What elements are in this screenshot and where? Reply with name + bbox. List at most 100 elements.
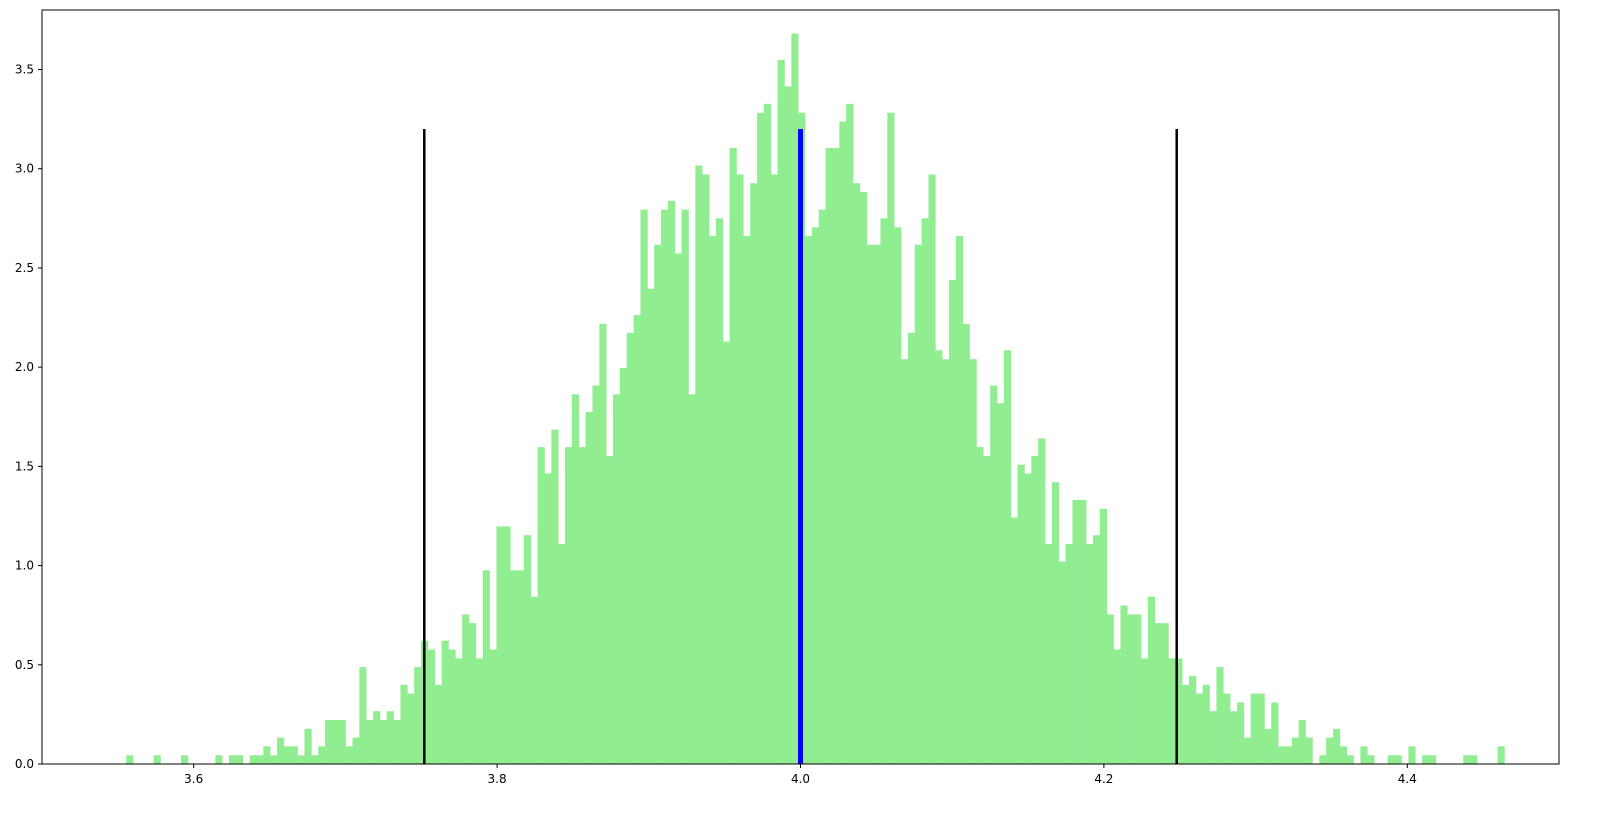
histogram-bar [736,174,744,765]
histogram-bar [647,288,655,764]
histogram-bar [318,746,326,764]
histogram-bar [983,456,991,764]
histogram-bar [709,236,717,764]
histogram-bar [1497,746,1505,764]
histogram-bar [818,209,826,765]
histogram-bar [640,209,648,765]
histogram-bar [1189,675,1197,764]
histogram-bar [366,719,374,764]
y-tick-label: 3.0 [15,162,34,176]
histogram-bar [1394,755,1402,764]
histogram-bar [1010,517,1018,764]
histogram-bar [352,737,360,764]
histogram-bar [702,174,710,765]
histogram-bar [544,473,552,764]
histogram-bar [1243,737,1252,764]
histogram-bar [1154,623,1162,764]
histogram-bar [551,429,559,764]
histogram-bar [249,755,257,764]
histogram-bars [126,33,1505,765]
histogram-bar [1346,755,1354,764]
histogram-bar [1333,728,1341,764]
histogram-bar [181,755,189,764]
histogram-bar [859,191,868,764]
histogram-bar [990,385,998,764]
histogram-bar [1120,605,1128,764]
histogram-bar [441,640,449,764]
x-tick-label: 4.4 [1398,772,1417,786]
histogram-bar [770,174,778,765]
histogram-bar [379,719,388,764]
histogram-bar [153,755,161,764]
histogram-bar [839,121,847,764]
histogram-bar [1463,755,1471,764]
x-tick-label: 4.0 [791,772,810,786]
histogram-bar [215,755,223,764]
histogram-bar [517,570,525,764]
histogram-bar [290,746,298,764]
histogram-bar [887,112,895,764]
histogram-bar [1264,728,1272,764]
histogram-bar [1387,755,1396,764]
histogram-bar [667,200,676,764]
histogram-bar [578,447,586,764]
histogram-bar [1360,746,1368,764]
histogram-bar [1099,508,1108,764]
histogram-bar [1051,482,1060,764]
histogram-bar [373,711,381,764]
histogram-bar [592,385,600,764]
histogram-bar [407,693,415,764]
histogram-bar [256,755,264,764]
histogram-bar [606,456,614,764]
histogram-bar [969,359,977,764]
histogram-bar [962,323,970,764]
histogram-bar [1408,746,1416,764]
histogram-bar [722,341,730,764]
histogram-bar [613,394,621,764]
histogram-bar [1305,737,1313,764]
histogram-bar [1058,561,1066,764]
y-tick-label: 1.0 [15,559,34,573]
histogram-bar [777,60,785,764]
histogram-bar [1209,711,1217,764]
histogram-bar [661,209,669,765]
histogram-bar [1339,746,1348,764]
histogram-bar [853,183,861,765]
histogram-bar [427,649,436,764]
histogram-bar [1038,438,1046,764]
x-tick-label: 3.6 [184,772,203,786]
histogram-bar [277,737,285,764]
histogram-bar [448,649,456,764]
histogram-bar [949,279,957,764]
histogram-bar [325,719,333,764]
histogram-bar [1079,499,1087,764]
y-axis: 0.0 0.5 1.0 1.5 2.0 2.5 3.0 3.5 [15,63,42,771]
histogram-bar [263,746,271,764]
histogram-bar [695,165,703,764]
histogram-bar [1065,543,1073,764]
histogram-bar [1024,473,1032,764]
histogram-bar [331,719,340,764]
histogram-bar [1271,702,1279,764]
histogram-bar [942,359,950,764]
histogram-bar [571,394,580,764]
histogram-bar [1230,711,1238,764]
y-tick-label: 3.5 [15,63,34,77]
histogram-bar [469,623,477,764]
histogram-bar [805,236,813,764]
histogram-bar [715,218,724,765]
histogram-bar [907,332,916,764]
histogram-bar [1291,737,1300,764]
x-axis: 3.6 3.8 4.0 4.2 4.4 [184,764,1417,786]
histogram-bar [475,658,484,764]
histogram-bar [674,253,682,764]
histogram-bar [832,147,840,764]
histogram-bar [811,227,820,764]
y-tick-label: 2.5 [15,261,34,275]
histogram-bar [1202,684,1210,764]
histogram-bar [955,236,964,764]
histogram-bar [359,667,367,764]
histogram-bar [1257,693,1265,764]
histogram-bar [585,412,593,764]
histogram-bar [126,755,134,764]
